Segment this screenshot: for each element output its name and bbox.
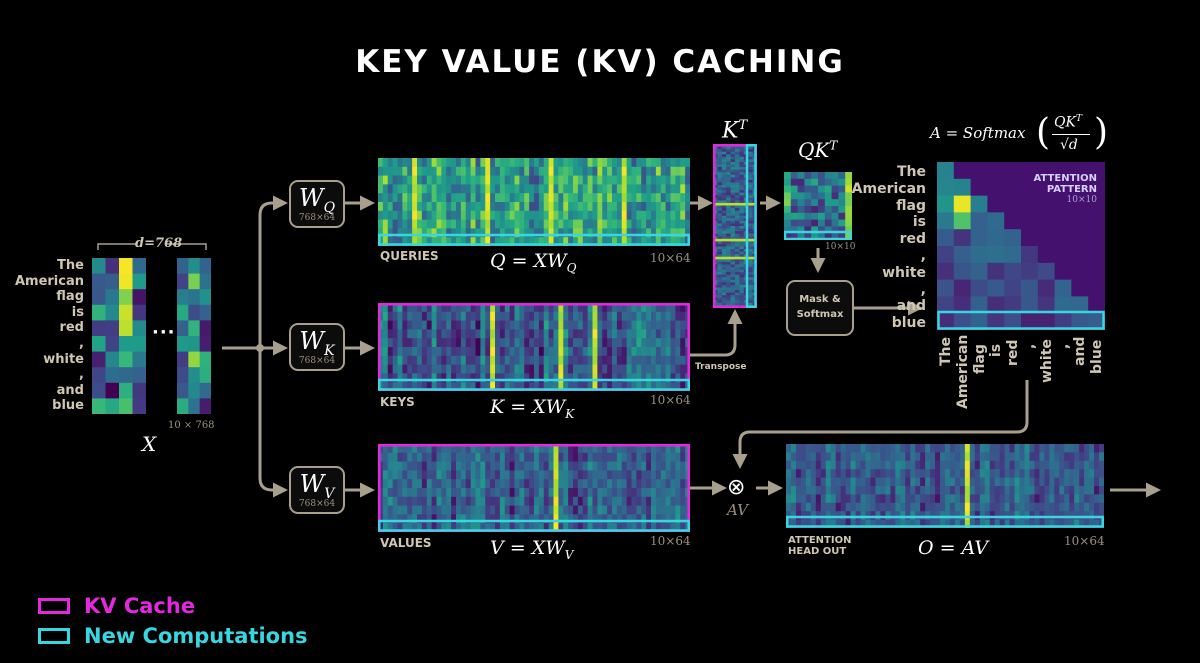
legend-new-computations-swatch: [38, 628, 70, 644]
mask-label-1: Mask &: [799, 294, 841, 305]
input-token: red: [59, 320, 84, 336]
attention-row-token: flag: [896, 197, 926, 214]
attention-col-token: white: [1038, 339, 1055, 383]
attention-col-token: ,: [1022, 343, 1038, 349]
output-matrix: [786, 444, 1104, 528]
attention-formula: A = Softmax ( QKT √d ): [930, 112, 1109, 153]
arrow-a-to-av: [732, 380, 1029, 469]
arrow-to-wv: [258, 348, 288, 498]
values-size: 10×64: [650, 534, 691, 548]
legend-kv-cache: KV Cache: [38, 594, 195, 618]
mask-softmax-box: Mask & Softmax: [786, 280, 854, 336]
queries-size: 10×64: [650, 251, 691, 265]
av-label: AV: [727, 501, 748, 519]
attention-col-token: American: [954, 334, 971, 409]
diagram-title: KEY VALUE (KV) CACHING: [355, 44, 845, 80]
transpose-label: Transpose: [695, 362, 747, 372]
output-equation: O = AV: [918, 537, 989, 559]
attention-row-token: ,: [920, 281, 926, 298]
attention-col-token: is: [988, 344, 1005, 358]
keys-matrix: [378, 303, 690, 391]
wv-box: WV 768×64: [289, 466, 345, 514]
attention-row-token: blue: [891, 315, 926, 332]
arrow-to-wq: [258, 195, 288, 348]
qkt-label: QKT: [798, 138, 838, 162]
arrow-k-transpose: [690, 309, 743, 357]
values-matrix: [378, 444, 690, 532]
legend-kv-cache-label: KV Cache: [84, 594, 196, 618]
attention-row-token: red: [899, 231, 926, 248]
kt-label: KT: [722, 118, 748, 144]
input-size: 10 × 768: [168, 420, 215, 431]
attention-col-token: ,: [1055, 343, 1072, 349]
branch-dot: [256, 344, 264, 352]
output-label: ATTENTION HEAD OUT: [788, 535, 852, 557]
input-token: blue: [52, 398, 84, 414]
wq-box: WQ 768×64: [289, 180, 345, 228]
dim-label: d=768: [135, 236, 183, 251]
values-label: VALUES: [380, 536, 432, 550]
input-token: ,: [79, 367, 84, 383]
queries-equation: Q = XWQ: [490, 250, 577, 275]
attention-row-token: is: [912, 214, 926, 231]
qkt-matrix: [784, 172, 852, 240]
attention-row-token: The: [896, 164, 926, 180]
input-token: white: [43, 351, 84, 367]
input-token: The: [57, 258, 84, 273]
qkt-size: 10×10: [825, 242, 856, 252]
input-token: and: [56, 382, 84, 398]
wk-box: WK 768×64: [289, 323, 345, 371]
ellipsis: ···: [152, 322, 176, 343]
queries-matrix: [378, 158, 690, 246]
attention-row-token: ,: [920, 248, 926, 264]
wv-size: 768×64: [298, 499, 336, 509]
queries-label: QUERIES: [380, 249, 439, 263]
input-token: ,: [79, 336, 84, 351]
keys-size: 10×64: [650, 393, 691, 407]
attention-row-token: American: [851, 180, 926, 197]
keys-equation: K = XWK: [490, 396, 575, 421]
attention-col-token: flag: [971, 344, 988, 375]
attention-row-token: and: [896, 298, 926, 315]
keys-label: KEYS: [380, 395, 415, 409]
input-token: American: [14, 273, 84, 289]
mask-label-2: Softmax: [796, 309, 844, 320]
input-label: X: [142, 432, 157, 456]
dim-bracket: d=768: [97, 236, 207, 254]
wq-size: 768×64: [298, 213, 336, 223]
input-matrix-left: [92, 258, 146, 414]
attention-col-token: blue: [1089, 340, 1106, 375]
attention-pattern-matrix: [937, 162, 1105, 330]
output-size: 10×64: [1064, 534, 1105, 548]
wv-symbol: WV: [299, 470, 335, 502]
legend-kv-cache-swatch: [38, 598, 70, 614]
attention-row-token: white: [882, 264, 926, 281]
legend-new-computations: New Computations: [38, 624, 308, 648]
wq-symbol: WQ: [298, 184, 336, 216]
attention-col-token: The: [938, 336, 954, 366]
input-token: flag: [56, 289, 84, 305]
matmul-icon: ⊗: [727, 475, 746, 500]
keys-transposed-matrix: [713, 144, 757, 308]
legend-new-computations-label: New Computations: [84, 624, 308, 648]
attention-pattern-label: ATTENTION PATTERN 10×10: [1033, 173, 1097, 205]
wk-size: 768×64: [298, 356, 336, 366]
wk-symbol: WK: [299, 327, 335, 359]
input-matrix-right: [177, 258, 211, 414]
attention-col-token: red: [1005, 339, 1022, 366]
attention-col-token: and: [1072, 336, 1089, 366]
values-equation: V = XWV: [490, 537, 574, 562]
input-token: is: [71, 304, 84, 320]
